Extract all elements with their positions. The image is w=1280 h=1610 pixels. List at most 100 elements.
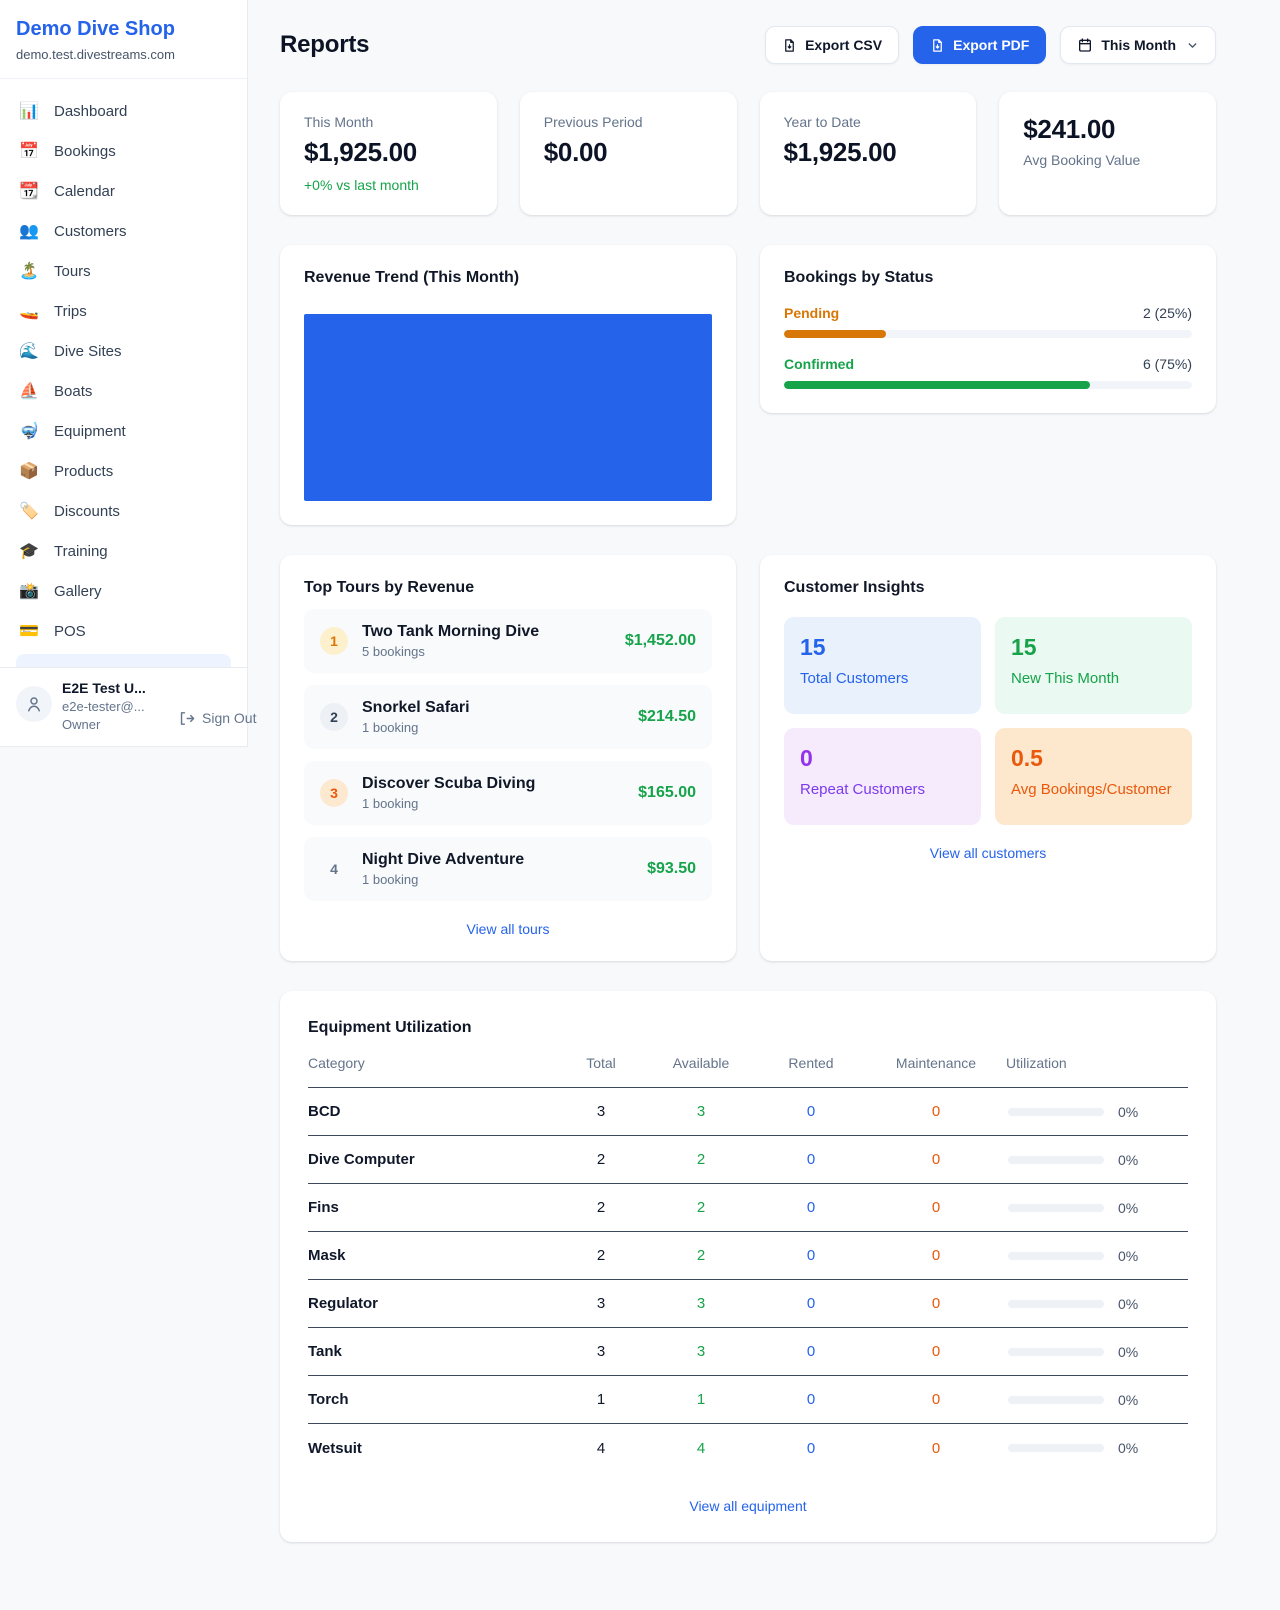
cell-available: 2 [696, 1151, 706, 1168]
stats-row: This Month $1,925.00 +0% vs last month P… [280, 92, 1216, 215]
sidebar-item-label: Dashboard [54, 102, 128, 120]
user-info: E2E Test U... e2e-tester@... Owner [62, 680, 168, 732]
brand[interactable]: Demo Dive Shop demo.test.divestreams.com [0, 0, 247, 79]
table-row: Fins 2 2 0 0 0% [308, 1184, 1188, 1232]
cell-total: 3 [596, 1295, 606, 1312]
sidebar-item-trips[interactable]: 🚤 Trips [8, 291, 239, 331]
bookings-icon: 📅 [19, 143, 39, 160]
cell-category: Mask [308, 1247, 346, 1264]
sign-out-button[interactable]: Sign Out [178, 704, 256, 732]
cell-rented: 0 [806, 1391, 816, 1408]
cell-utilization: 0% [1006, 1104, 1188, 1120]
insight-label: Repeat Customers [800, 781, 926, 798]
utilization-bar-track [1008, 1107, 1104, 1116]
dashboard-icon: 📊 [19, 103, 39, 120]
cell-rented: 0 [806, 1199, 816, 1216]
tour-name: Night Dive Adventure [362, 851, 525, 868]
column-header-available: Available [672, 1055, 730, 1071]
user-role: Owner [62, 717, 101, 732]
cell-maintenance: 0 [931, 1151, 941, 1168]
cell-rented: 0 [806, 1103, 816, 1120]
view-all-equipment-link[interactable]: View all equipment [689, 1498, 807, 1514]
rank-badge: 4 [330, 861, 338, 877]
sidebar-item-label: Training [54, 542, 108, 560]
insight-grid: 15 Total Customers 15 New This Month 0 R… [784, 617, 1192, 825]
cell-total: 3 [596, 1103, 606, 1120]
cell-maintenance: 0 [931, 1199, 941, 1216]
sidebar-item-pos[interactable]: 💳 POS [8, 611, 239, 651]
sidebar-item-dive-sites[interactable]: 🌊 Dive Sites [8, 331, 239, 371]
table-row: Mask 2 2 0 0 0% [308, 1232, 1188, 1280]
column-header-total: Total [586, 1055, 616, 1071]
customer-insights-card: Customer Insights 15 Total Customers 15 … [760, 555, 1216, 961]
customers-icon: 👥 [19, 223, 39, 240]
sidebar-item-equipment[interactable]: 🤿 Equipment [8, 411, 239, 451]
export-pdf-button[interactable]: Export PDF [913, 26, 1047, 64]
tour-revenue: $1,452.00 [624, 632, 696, 649]
cell-total: 2 [596, 1151, 606, 1168]
stat-label: Year to Date [783, 114, 861, 130]
sidebar-item-label: Products [54, 462, 114, 480]
top-tours-title: Top Tours by Revenue [304, 579, 475, 596]
speedboat-icon: 🚤 [19, 303, 39, 320]
calendar-icon: 📆 [19, 183, 39, 200]
insight-value: 0 [800, 745, 813, 771]
rank-badge: 2 [320, 703, 348, 731]
customer-insights-title: Customer Insights [784, 579, 925, 596]
column-header-maintenance: Maintenance [895, 1055, 977, 1071]
sidebar-item-products[interactable]: 📦 Products [8, 451, 239, 491]
cell-category: BCD [308, 1103, 341, 1120]
view-all-customers-link[interactable]: View all customers [929, 845, 1047, 861]
period-dropdown[interactable]: This Month [1060, 26, 1216, 64]
user-email: e2e-tester@... [62, 699, 145, 714]
sidebar-item-tours[interactable]: 🏝️ Tours [8, 251, 239, 291]
view-all-tours-link[interactable]: View all tours [466, 921, 550, 937]
avatar [16, 686, 52, 722]
stat-value: $0.00 [543, 137, 608, 167]
cell-available: 3 [696, 1295, 706, 1312]
utilization-percent: 0% [1118, 1103, 1139, 1120]
sidebar-item-gallery[interactable]: 📸 Gallery [8, 571, 239, 611]
table-row: BCD 3 3 0 0 0% [308, 1088, 1188, 1136]
insight-label: New This Month [1011, 670, 1120, 687]
cell-rented: 0 [806, 1151, 816, 1168]
package-icon: 📦 [19, 463, 39, 480]
rank-badge: 1 [320, 627, 348, 655]
tour-row: 2 Snorkel Safari 1 booking $214.50 [304, 685, 712, 749]
cell-available: 3 [696, 1343, 706, 1360]
insight-tile-avg-bookings: 0.5 Avg Bookings/Customer [995, 728, 1192, 825]
sidebar-item-discounts[interactable]: 🏷️ Discounts [8, 491, 239, 531]
stat-card-avg-booking-value: $241.00 Avg Booking Value [999, 92, 1216, 215]
sidebar-item-label: Dive Sites [54, 342, 122, 360]
sign-out-label: Sign Out [202, 710, 257, 726]
sidebar-item-dashboard[interactable]: 📊 Dashboard [8, 91, 239, 131]
tour-name: Snorkel Safari [362, 699, 470, 716]
stat-value: $1,925.00 [783, 137, 897, 167]
sidebar-item-label: POS [54, 622, 86, 640]
tour-row: 4 Night Dive Adventure 1 booking $93.50 [304, 837, 712, 901]
insight-value: 0.5 [1011, 745, 1043, 771]
period-label: This Month [1101, 37, 1176, 53]
sidebar-item-calendar[interactable]: 📆 Calendar [8, 171, 239, 211]
tour-revenue: $165.00 [638, 784, 696, 801]
table-row: Dive Computer 2 2 0 0 0% [308, 1136, 1188, 1184]
header-actions: Export CSV Export PDF This Month [765, 26, 1216, 64]
column-header-category: Category [308, 1055, 365, 1071]
sidebar-item-boats[interactable]: ⛵ Boats [8, 371, 239, 411]
export-csv-button[interactable]: Export CSV [765, 26, 900, 64]
stat-delta: +0% vs last month [304, 177, 419, 193]
insight-label: Total Customers [800, 670, 909, 687]
sidebar-item-customers[interactable]: 👥 Customers [8, 211, 239, 251]
stat-card-previous-period: Previous Period $0.00 [519, 92, 737, 215]
utilization-bar-track [1008, 1299, 1104, 1308]
cell-utilization: 0% [1006, 1248, 1188, 1264]
export-csv-label: Export CSV [805, 37, 883, 53]
cell-available: 2 [696, 1247, 706, 1264]
cell-available: 1 [696, 1391, 706, 1408]
page-title: Reports [280, 31, 370, 58]
sidebar-item-reports-partial[interactable] [16, 654, 231, 667]
sidebar-item-label: Customers [54, 222, 127, 240]
sidebar-item-bookings[interactable]: 📅 Bookings [8, 131, 239, 171]
charts-row: Revenue Trend (This Month) Bookings by S… [280, 245, 1216, 525]
sidebar-item-training[interactable]: 🎓 Training [8, 531, 239, 571]
